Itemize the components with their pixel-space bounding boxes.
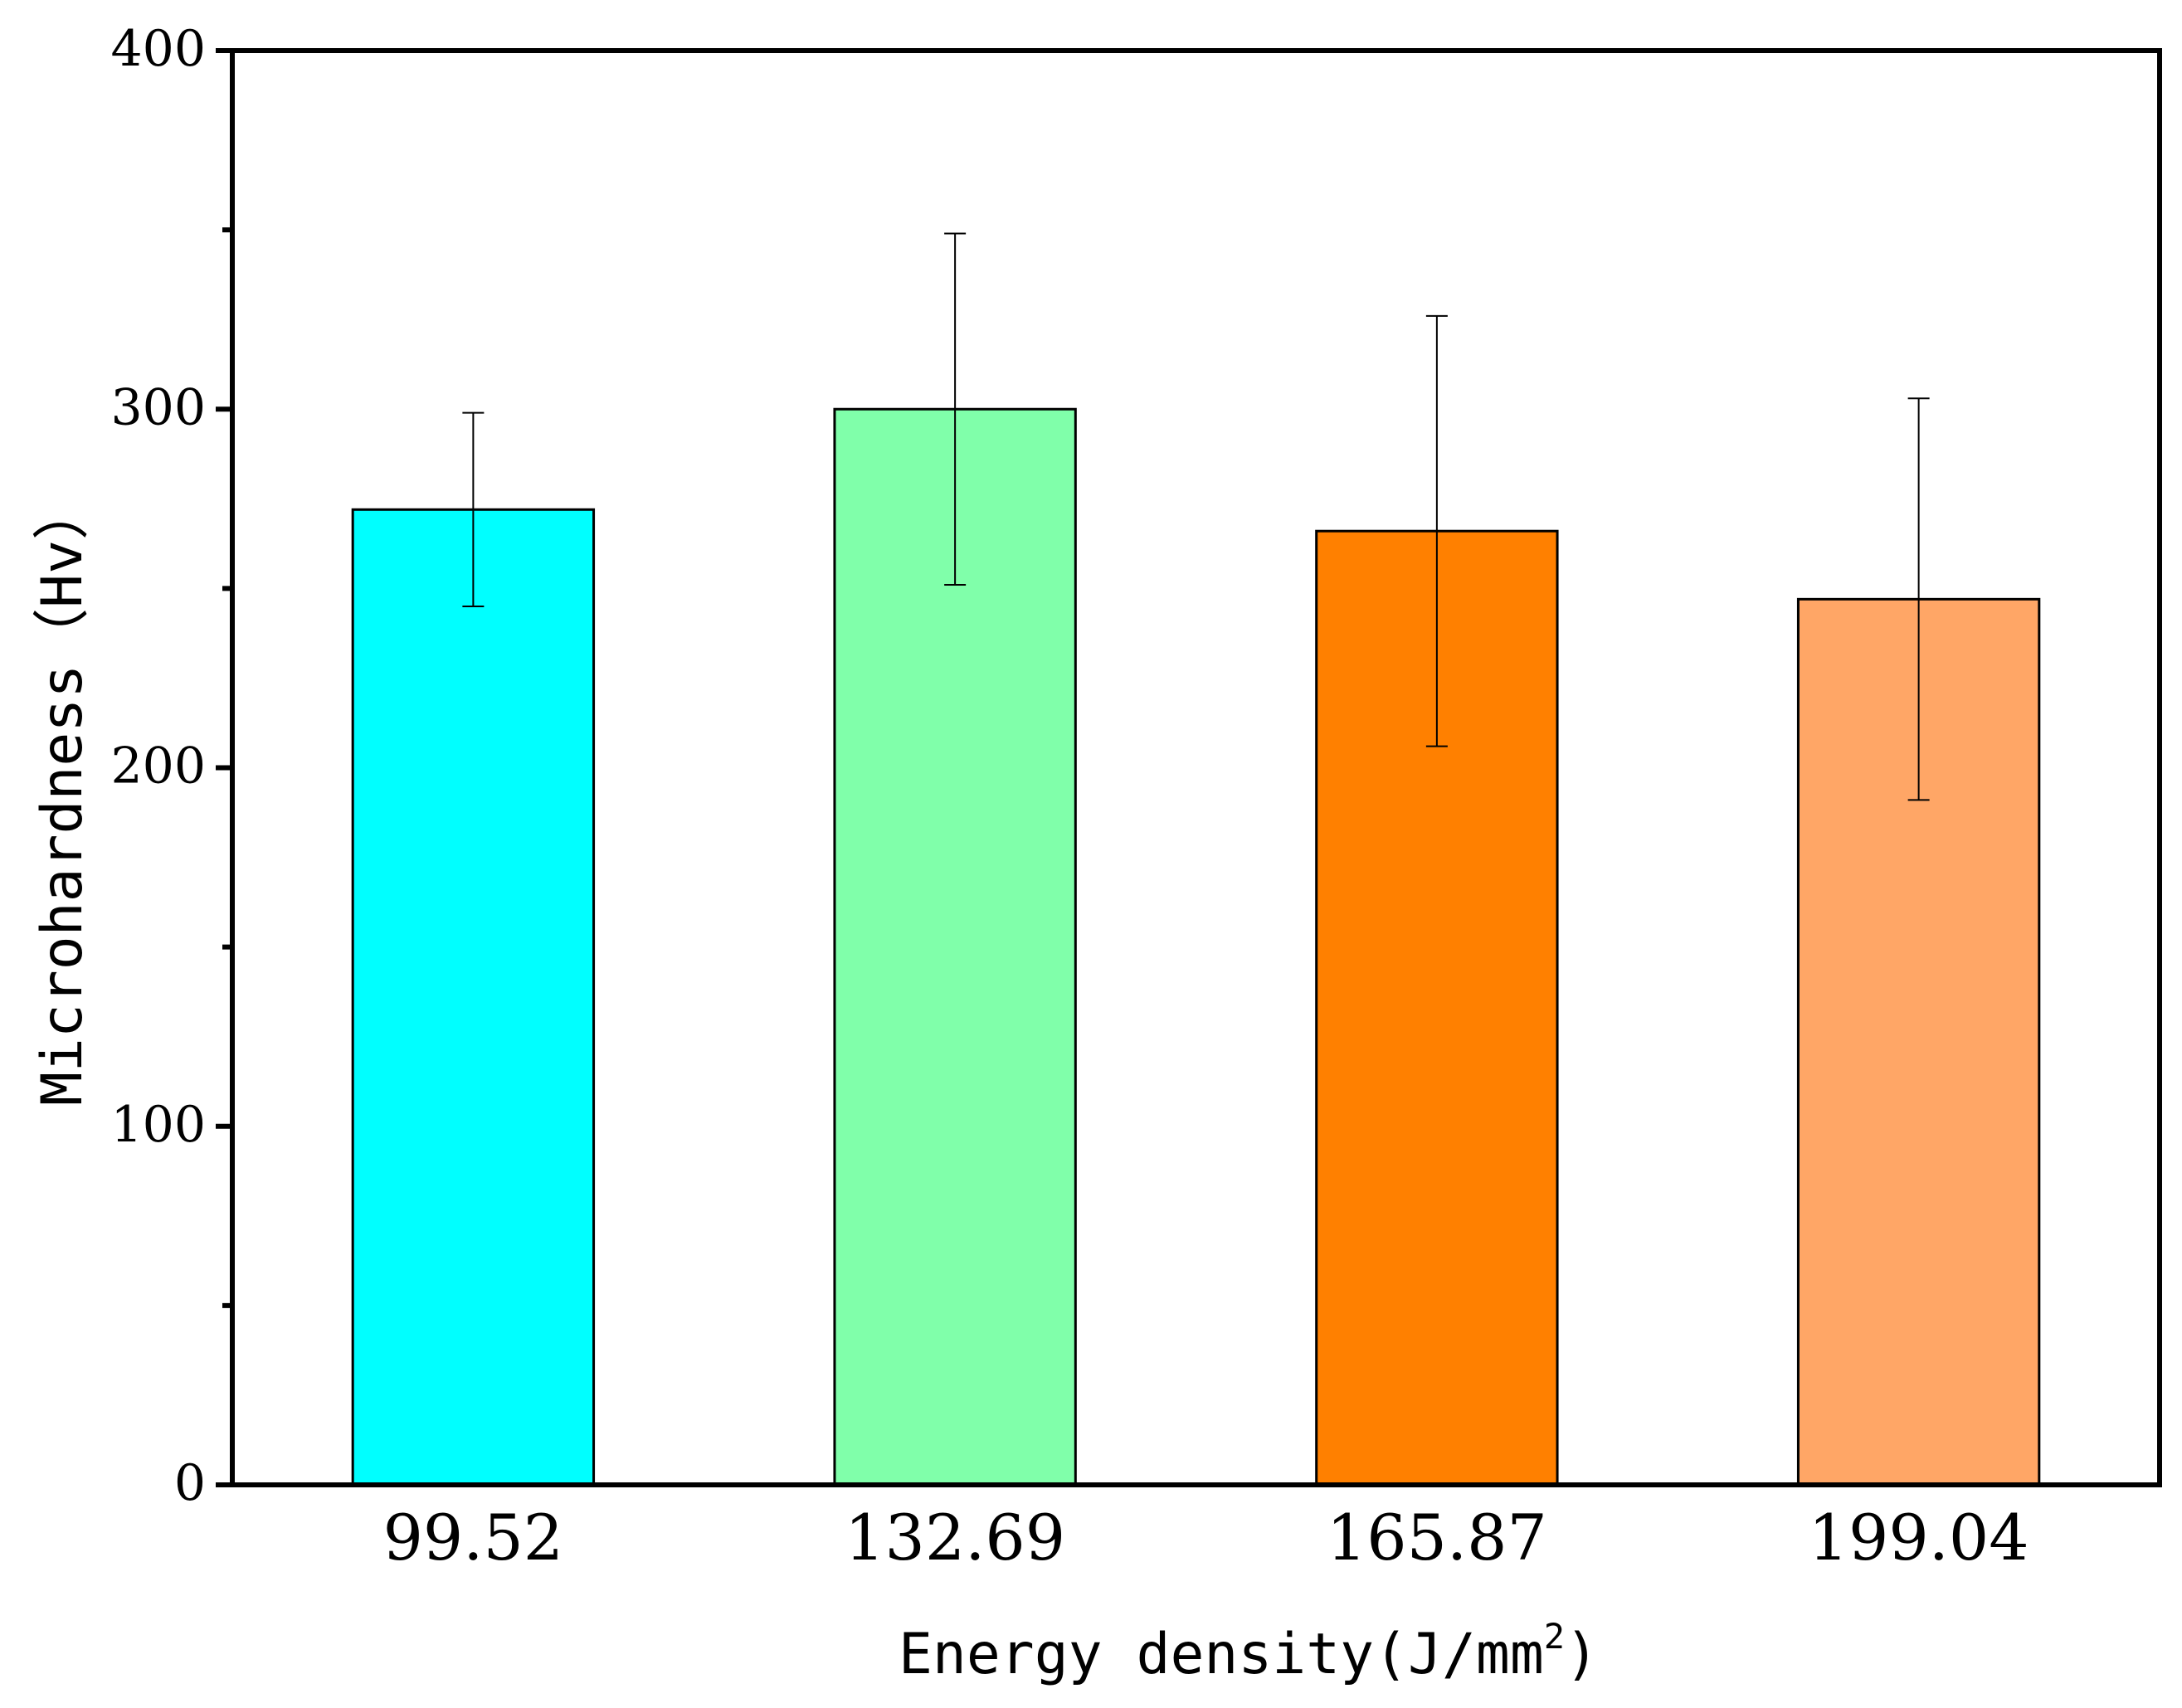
error-bar-199.04 (1907, 397, 1930, 801)
y-tick-label: 100 (110, 1096, 206, 1154)
error-bar-165.87 (1425, 314, 1448, 747)
bar-99.52 (351, 508, 596, 1487)
error-bars-layer (462, 232, 1930, 801)
x-axis-tick-labels: 99.52 132.69 165.87 199.04 (383, 1501, 2029, 1574)
y-tick-label: 300 (110, 378, 206, 436)
bar-132.69 (833, 407, 1077, 1487)
y-tick-label: 200 (110, 737, 206, 796)
x-tick-label: 165.87 (1327, 1501, 1547, 1574)
y-axis-ticks: 0 100 200 300 400 (110, 20, 232, 1512)
error-bar-99.52 (462, 411, 485, 607)
y-tick-label: 400 (110, 20, 206, 78)
bars-layer (351, 407, 2041, 1487)
x-tick-label: 132.69 (845, 1501, 1065, 1574)
x-axis-title: Energy density(J/mm2) (899, 1616, 1599, 1687)
x-axis-title-main: Energy density(J/mm (899, 1622, 1544, 1687)
x-axis-title-superscript: 2 (1544, 1616, 1565, 1657)
error-bar-132.69 (944, 232, 967, 586)
x-axis-title-suffix: ) (1565, 1622, 1599, 1687)
x-tick-label: 199.04 (1809, 1501, 2029, 1574)
y-tick-label: 0 (174, 1454, 206, 1512)
x-tick-label: 99.52 (383, 1501, 564, 1574)
y-axis-title: Microhardness（Hv） (30, 484, 95, 1106)
